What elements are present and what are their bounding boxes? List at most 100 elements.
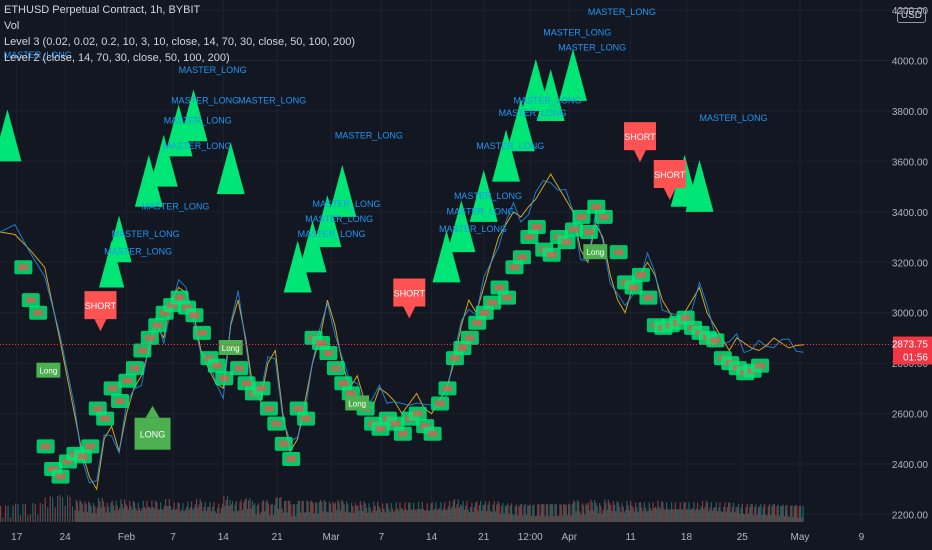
volume-bar	[195, 499, 198, 522]
volume-bar	[119, 508, 121, 522]
volume-bar	[329, 503, 332, 522]
volume-bar	[332, 501, 334, 522]
long-signal-triangle	[506, 99, 535, 152]
short-signal-box	[623, 122, 656, 151]
volume-bar	[703, 508, 705, 522]
volume-bar	[601, 513, 603, 522]
volume-bar	[597, 513, 600, 522]
long-signal-triangle	[216, 142, 245, 195]
volume-bar	[724, 502, 726, 522]
short-signal-box	[84, 291, 117, 320]
volume-bar	[759, 506, 761, 522]
long-signal-triangle	[149, 134, 178, 187]
volume-bar	[450, 509, 452, 522]
indicator-level-2[interactable]: Level 2 (close, 14, 70, 30, close, 50, 1…	[4, 52, 230, 64]
volume-bar	[126, 506, 128, 522]
long-tag-inner	[323, 350, 334, 357]
volume-bar	[399, 502, 401, 522]
volume-bar	[112, 505, 115, 522]
volume-bar	[64, 506, 66, 522]
master-long-label: MASTER_LONG	[543, 27, 611, 37]
volume-bar	[359, 501, 361, 522]
long-signal-triangle	[447, 200, 476, 253]
volume-bar	[771, 506, 773, 522]
volume-bar	[762, 506, 764, 522]
volume-bar	[404, 502, 406, 522]
volume-bar	[573, 500, 575, 522]
indicator-level-3[interactable]: Level 3 (0.02, 0.02, 0.2, 10, 3, 10, clo…	[4, 36, 356, 48]
long-signal-triangle	[536, 69, 565, 122]
long-tag-inner	[293, 405, 304, 412]
volume-bar	[685, 509, 688, 522]
volume-bar	[635, 502, 637, 522]
volume-bar	[451, 506, 453, 522]
currency-badge[interactable]: USD	[896, 8, 926, 23]
volume-bar	[382, 503, 384, 522]
volume-bar	[153, 508, 155, 522]
volume-bar	[411, 510, 413, 522]
long-tag-inner	[256, 385, 267, 392]
volume-bar	[713, 507, 715, 522]
master-long-label: MASTER_LONG	[298, 229, 366, 239]
volume-bar	[342, 501, 344, 522]
volume-bar	[256, 505, 258, 522]
short-signal-label: SHORT	[394, 289, 426, 299]
volume-bar	[580, 514, 582, 522]
volume-bar	[0, 505, 2, 522]
volume-bar	[786, 504, 788, 522]
volume-bar	[191, 501, 193, 522]
volume-bar	[618, 506, 621, 522]
volume-bar	[39, 503, 41, 522]
volume-bar	[653, 507, 655, 522]
volume-bar	[661, 500, 663, 522]
volume-bar	[238, 510, 240, 522]
volume-bar	[395, 502, 397, 522]
volume-bar	[778, 515, 781, 522]
volume-bar	[300, 512, 302, 522]
volume-bar	[430, 503, 432, 522]
long-tag-inner	[33, 309, 44, 316]
long-tag-inner	[301, 415, 312, 422]
volume-bar	[164, 499, 167, 522]
volume-bar	[726, 507, 729, 522]
master-long-label: MASTER_LONG	[104, 247, 172, 257]
volume-bar	[198, 504, 200, 522]
volume-bar	[555, 504, 557, 522]
volume-bar	[677, 509, 679, 522]
volume-bar	[503, 513, 505, 522]
volume-bar	[690, 509, 693, 522]
volume-bar	[100, 507, 102, 522]
volume-bar	[313, 513, 315, 522]
volume-bar	[244, 499, 246, 522]
long-tag-inner	[516, 254, 527, 261]
symbol-title[interactable]: ETHUSD Perpetual Contract, 1h, BYBIT	[4, 4, 201, 16]
volume-bar	[710, 502, 712, 522]
volume-bar	[69, 496, 71, 522]
volume-bar	[334, 502, 337, 522]
volume-bar	[520, 503, 523, 522]
volume-bar	[7, 505, 9, 522]
volume-bar	[750, 503, 752, 522]
volume-bar	[698, 510, 700, 522]
volume-bar	[704, 506, 706, 522]
volume-bar	[720, 511, 722, 522]
volume-bar	[83, 511, 85, 522]
volume-bar	[120, 499, 122, 522]
volume-bar	[777, 504, 779, 522]
volume-bar	[205, 510, 208, 522]
volume-bar	[109, 512, 111, 522]
indicator-vol[interactable]: Vol	[4, 20, 20, 32]
volume-bar	[394, 510, 396, 522]
volume-bar	[249, 498, 251, 522]
volume-bar	[455, 507, 457, 522]
volume-bar	[217, 507, 219, 522]
volume-bar	[607, 499, 609, 522]
volume-bar	[408, 502, 410, 522]
volume-bar	[225, 499, 227, 522]
volume-bar	[32, 502, 34, 522]
volume-bar	[566, 515, 569, 522]
volume-bar	[517, 515, 519, 522]
volume-bar	[734, 512, 736, 522]
volume-bar	[291, 516, 293, 522]
